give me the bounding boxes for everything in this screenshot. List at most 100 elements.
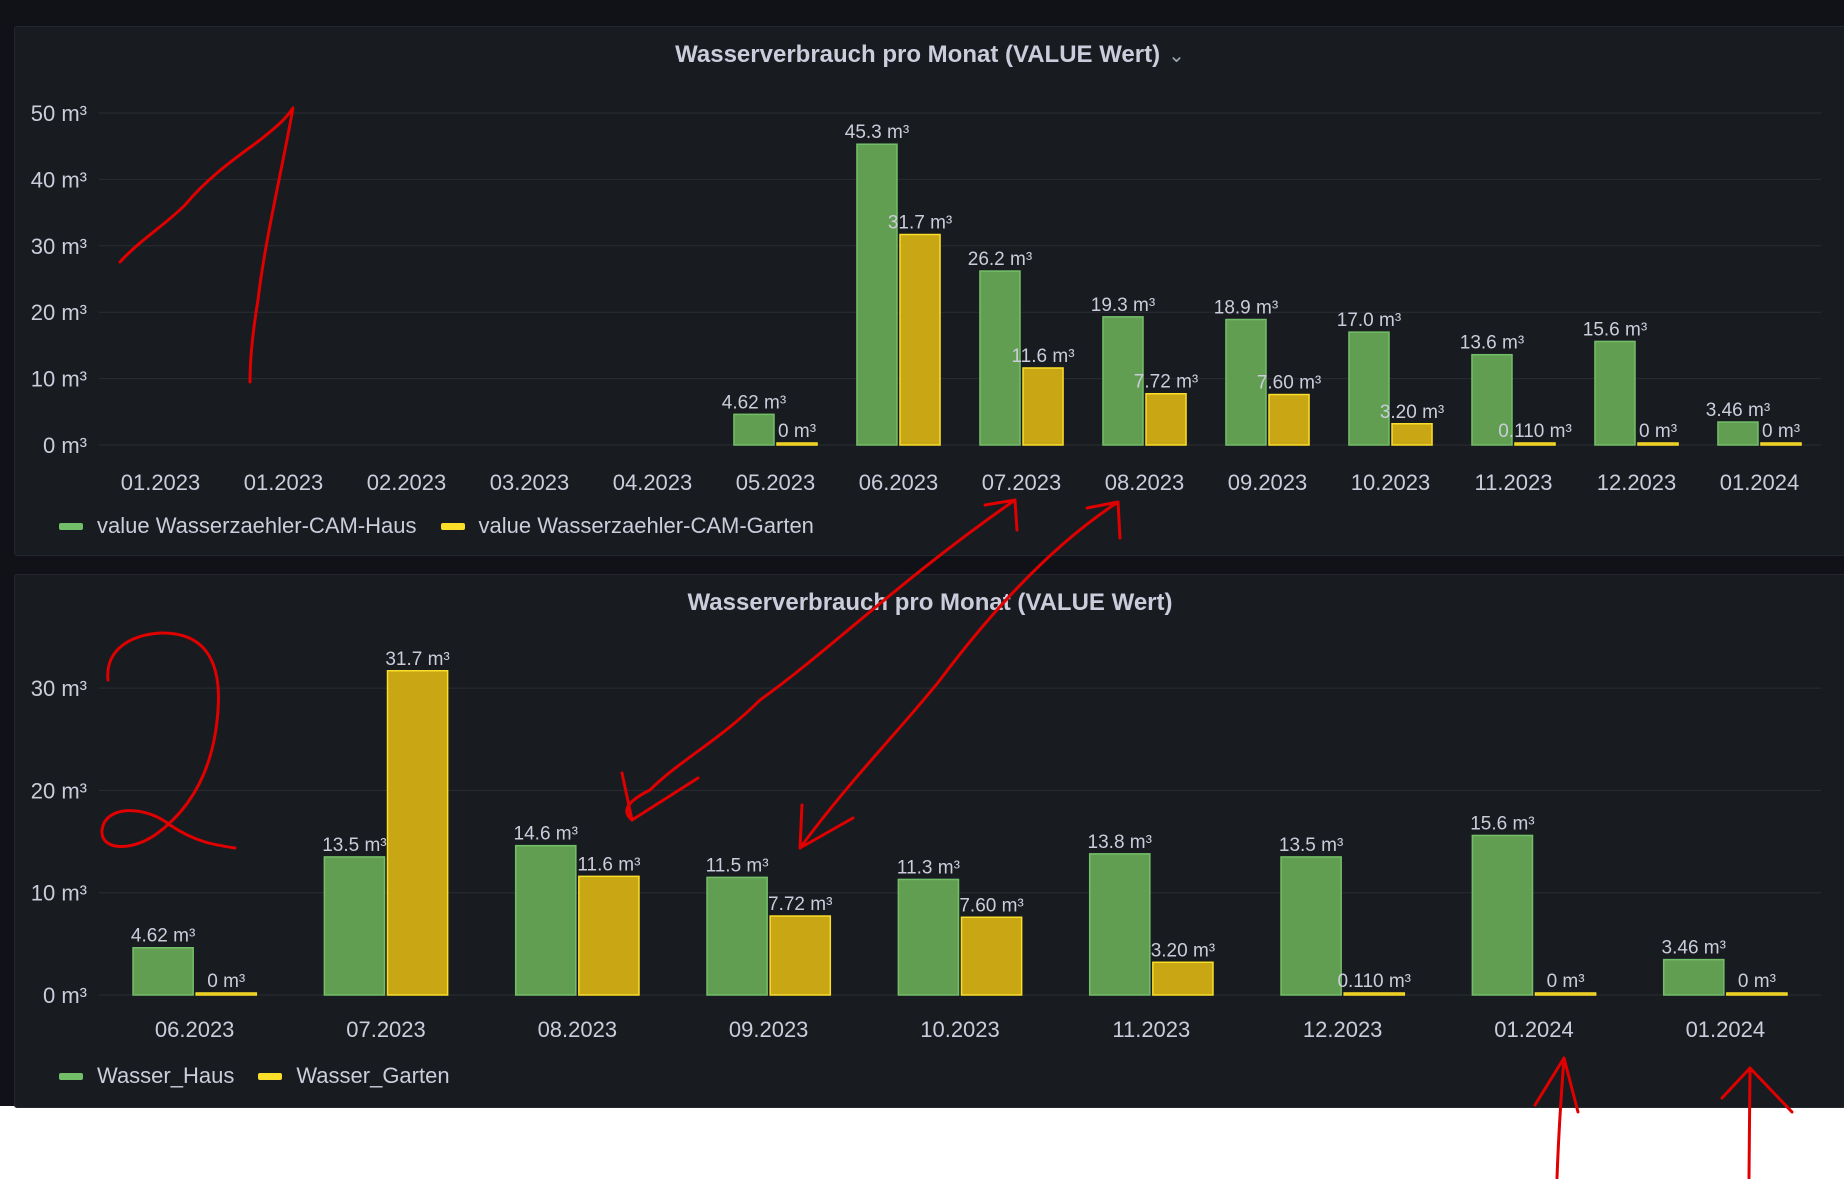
bar-chart-1: 0 m³ 10 m³ 20 m³ 30 m³ 40 m³ 50 m³ 01.2023 01.2… xyxy=(31,101,1821,495)
x-tick-label: 08.2023 xyxy=(538,1017,618,1042)
data-label: 13.6 m³ xyxy=(1460,333,1524,354)
bar-garten[interactable] xyxy=(899,233,941,446)
chevron-down-icon[interactable]: ⌄ xyxy=(1168,45,1185,67)
bar-garten[interactable] xyxy=(578,875,640,996)
y-tick-label: 10 m³ xyxy=(31,881,87,906)
x-tick-label: 01.2023 xyxy=(121,470,201,495)
legend-label: Wasser_Garten xyxy=(296,1063,450,1088)
data-label: 7.60 m³ xyxy=(959,895,1023,916)
bar-garten[interactable] xyxy=(1534,992,1597,996)
data-label: 11.6 m³ xyxy=(1012,346,1075,367)
x-tick-label: 03.2023 xyxy=(490,470,570,495)
bar-garten[interactable] xyxy=(1726,992,1788,996)
data-label: 3.46 m³ xyxy=(1706,400,1770,421)
legend-item-haus[interactable]: Wasser_Haus xyxy=(59,1063,234,1089)
x-tick-label: 04.2023 xyxy=(613,470,693,495)
bar-haus[interactable] xyxy=(1471,353,1513,446)
bar-haus[interactable] xyxy=(1102,316,1144,446)
legend-label: Wasser_Haus xyxy=(97,1063,235,1088)
bar-haus[interactable] xyxy=(1088,853,1151,996)
bar-garten[interactable] xyxy=(1022,367,1064,446)
bar-garten[interactable] xyxy=(960,916,1023,996)
data-label: 15.6 m³ xyxy=(1470,813,1534,834)
panel-water-usage-2: Wasserverbrauch pro Monat (VALUE Wert) 0… xyxy=(14,574,1844,1108)
data-label: 14.6 m³ xyxy=(514,824,578,845)
x-tick-label: 07.2023 xyxy=(982,470,1062,495)
data-label: 0 m³ xyxy=(778,421,816,442)
panel-title[interactable]: Wasserverbrauch pro Monat (VALUE Wert) xyxy=(675,41,1161,68)
data-label: 0 m³ xyxy=(1639,421,1677,442)
data-label: 0.110 m³ xyxy=(1337,971,1411,992)
data-label: 19.3 m³ xyxy=(1091,295,1155,316)
bar-haus[interactable] xyxy=(733,413,775,446)
bar-garten[interactable] xyxy=(1268,393,1310,446)
data-label: 26.2 m³ xyxy=(968,249,1032,270)
bar-haus[interactable] xyxy=(1717,421,1759,446)
legend-swatch xyxy=(59,522,83,530)
data-label: 4.62 m³ xyxy=(722,392,786,413)
bar-garten[interactable] xyxy=(769,915,832,996)
bar-garten[interactable] xyxy=(1152,961,1214,996)
bar-garten[interactable] xyxy=(195,992,258,996)
bar-garten[interactable] xyxy=(776,442,818,446)
bar-garten[interactable] xyxy=(1391,423,1433,446)
bar-garten[interactable] xyxy=(1760,442,1802,446)
y-tick-label: 50 m³ xyxy=(31,101,87,126)
panel-header[interactable]: Wasserverbrauch pro Monat (VALUE Wert) ⌄ xyxy=(15,27,1844,83)
x-tick-label: 10.2023 xyxy=(1351,470,1431,495)
bar-garten[interactable] xyxy=(386,670,449,996)
x-tick-label: 11.2023 xyxy=(1112,1017,1190,1042)
data-label: 3.20 m³ xyxy=(1151,940,1215,961)
bar-haus[interactable] xyxy=(1280,856,1342,996)
data-label: 31.7 m³ xyxy=(888,213,952,234)
legend: value Wasserzaehler-CAM-Haus value Wasse… xyxy=(59,513,820,539)
bar-garten[interactable] xyxy=(1343,992,1406,996)
x-tick-label: 12.2023 xyxy=(1303,1017,1383,1042)
bar-haus[interactable] xyxy=(1225,318,1267,446)
data-label: 31.7 m³ xyxy=(385,649,449,670)
bar-garten[interactable] xyxy=(1514,442,1556,446)
legend-label: value Wasserzaehler-CAM-Haus xyxy=(97,513,417,538)
data-label: 17.0 m³ xyxy=(1337,310,1401,331)
bar-haus[interactable] xyxy=(979,270,1021,446)
legend-item-haus[interactable]: value Wasserzaehler-CAM-Haus xyxy=(59,513,417,539)
x-tick-label: 01.2024 xyxy=(1494,1017,1574,1042)
y-tick-label: 10 m³ xyxy=(31,367,87,392)
bar-haus[interactable] xyxy=(514,844,577,996)
data-label: 45.3 m³ xyxy=(845,122,909,143)
x-tick-label: 12.2023 xyxy=(1597,470,1677,495)
legend-item-garten[interactable]: Wasser_Garten xyxy=(258,1063,450,1089)
bar-haus[interactable] xyxy=(132,946,194,996)
bar-haus[interactable] xyxy=(1662,958,1725,996)
y-tick-label: 0 m³ xyxy=(43,983,87,1008)
data-label: 11.3 m³ xyxy=(897,857,960,878)
data-label: 7.72 m³ xyxy=(768,894,832,915)
data-label: 11.5 m³ xyxy=(706,855,769,876)
data-label: 13.8 m³ xyxy=(1088,832,1152,853)
dashboard: Wasserverbrauch pro Monat (VALUE Wert) ⌄ … xyxy=(0,0,1844,1108)
bar-haus[interactable] xyxy=(1471,834,1534,996)
bar-garten[interactable] xyxy=(1145,392,1187,446)
bar-haus[interactable] xyxy=(856,143,898,446)
data-label: 18.9 m³ xyxy=(1214,298,1278,319)
panel-water-usage-1: Wasserverbrauch pro Monat (VALUE Wert) ⌄ … xyxy=(14,26,1844,556)
bar-haus[interactable] xyxy=(1594,340,1636,446)
x-tick-label: 10.2023 xyxy=(920,1017,1000,1042)
y-tick-label: 0 m³ xyxy=(43,433,87,458)
y-tick-label: 30 m³ xyxy=(31,234,87,259)
data-label: 0 m³ xyxy=(1738,971,1776,992)
x-tick-label: 11.2023 xyxy=(1475,470,1553,495)
legend-item-garten[interactable]: value Wasserzaehler-CAM-Garten xyxy=(440,513,814,539)
bar-haus[interactable] xyxy=(1348,331,1390,446)
bar-garten[interactable] xyxy=(1637,442,1679,446)
bar-haus[interactable] xyxy=(706,876,768,996)
x-tick-label: 05.2023 xyxy=(736,470,816,495)
x-tick-label: 01.2024 xyxy=(1686,1017,1766,1042)
data-label: 0 m³ xyxy=(1762,421,1800,442)
bar-haus[interactable] xyxy=(897,878,960,996)
legend-label: value Wasserzaehler-CAM-Garten xyxy=(478,513,814,538)
y-tick-label: 40 m³ xyxy=(31,167,87,192)
x-tick-label: 09.2023 xyxy=(729,1017,809,1042)
legend-swatch xyxy=(258,1072,283,1080)
bar-haus[interactable] xyxy=(323,856,386,996)
